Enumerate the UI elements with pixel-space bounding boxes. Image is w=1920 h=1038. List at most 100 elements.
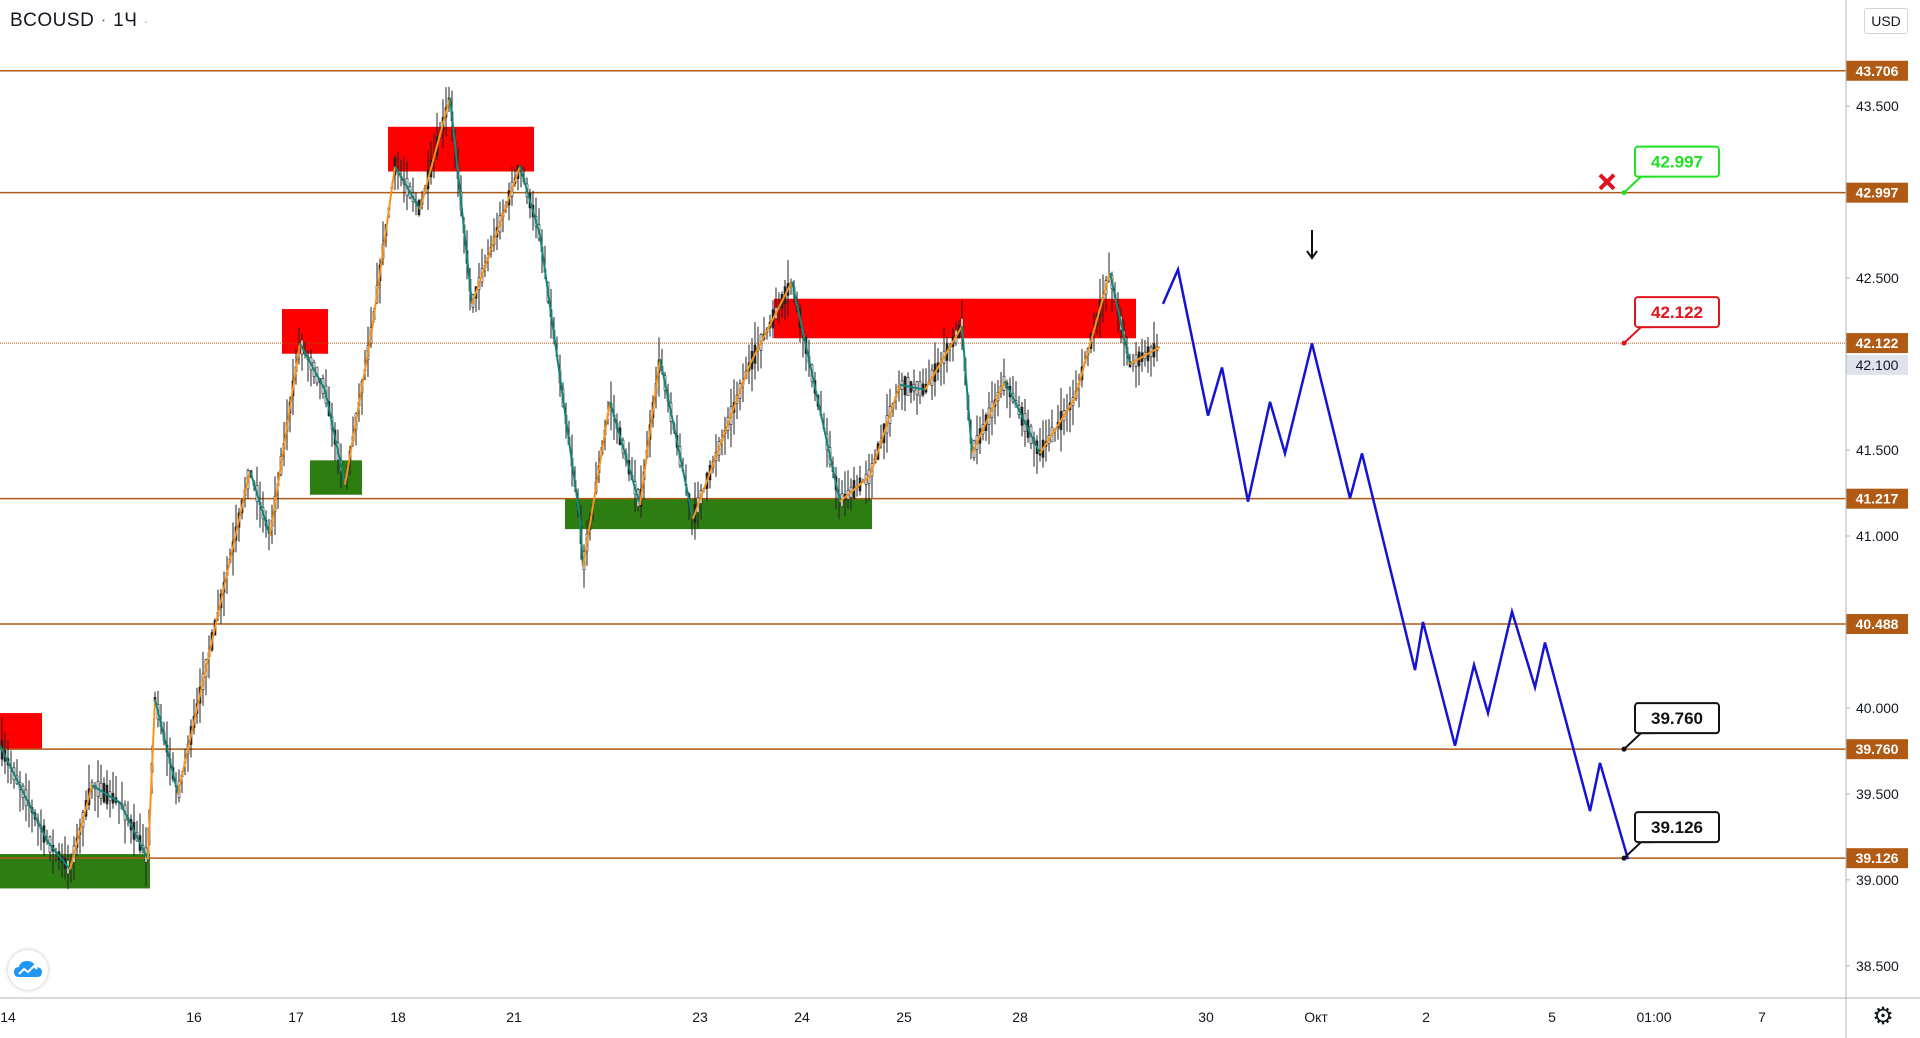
zigzag-up-segment — [639, 358, 661, 506]
supply-zone — [0, 713, 42, 750]
supply-zone — [388, 126, 534, 172]
y-tick-label: 41.500 — [1856, 442, 1899, 458]
level-axis-label: 42.997 — [1856, 185, 1899, 201]
x-tick-label: 01:00 — [1636, 1009, 1671, 1025]
zigzag-up-segment — [1039, 397, 1076, 455]
x-tick-label: 17 — [288, 1009, 304, 1025]
zigzag-down-segment — [119, 802, 149, 860]
zigzag-up-segment — [419, 97, 451, 210]
zigzag-down-segment — [324, 389, 346, 485]
zigzag-up-segment — [371, 166, 396, 330]
zigzag-up-segment — [69, 785, 93, 870]
callout-label: 42.997 — [1651, 153, 1703, 172]
symbol-name: BCOUSD — [10, 10, 95, 31]
x-tick-label: 5 — [1548, 1009, 1556, 1025]
level-axis-badge — [1846, 739, 1908, 760]
level-axis-badge — [1846, 488, 1908, 509]
x-tick-label: 18 — [390, 1009, 406, 1025]
level-axis-label: 40.488 — [1856, 616, 1899, 632]
level-axis-badge — [1846, 848, 1908, 869]
gear-icon[interactable]: ⚙ — [1872, 1003, 1894, 1030]
x-tick-label: Окт — [1304, 1009, 1328, 1025]
zigzag-up-segment — [471, 166, 521, 305]
level-axis-label: 43.706 — [1856, 63, 1899, 79]
zigzag-up-segment — [692, 363, 751, 520]
red-x-icon — [1598, 173, 1616, 191]
tradingview-cloud-icon[interactable] — [8, 950, 48, 990]
zigzag-down-segment — [47, 841, 71, 871]
zigzag-up-segment — [177, 470, 251, 795]
x-tick-label: 23 — [692, 1009, 708, 1025]
currency-button[interactable]: USD — [1864, 8, 1908, 34]
callout-label: 42.122 — [1651, 303, 1703, 322]
x-tick-label: 25 — [896, 1009, 912, 1025]
zigzag-down-segment — [579, 518, 584, 567]
y-tick-label: 40.000 — [1856, 700, 1899, 716]
x-tick-label: 14 — [0, 1009, 16, 1025]
zigzag-up-segment — [1129, 346, 1161, 365]
zigzag-up-segment — [749, 281, 793, 365]
zigzag-down-segment — [1109, 272, 1131, 365]
zigzag-up-segment — [269, 343, 301, 537]
zigzag-down-segment — [1004, 380, 1041, 454]
title-separator: · — [100, 10, 108, 31]
last-price-badge — [1846, 354, 1908, 375]
title-dot: · — [143, 13, 149, 29]
callout-label: 39.760 — [1651, 709, 1703, 728]
level-axis-label: 42.122 — [1856, 335, 1899, 351]
y-tick-label: 41.000 — [1856, 528, 1899, 544]
zigzag-down-segment — [449, 97, 473, 304]
level-axis-badge — [1846, 614, 1908, 635]
y-tick-label: 39.500 — [1856, 786, 1899, 802]
zigzag-down-segment — [154, 699, 179, 795]
level-axis-badge — [1846, 333, 1908, 354]
callout-pointer — [1623, 326, 1653, 344]
symbol-title[interactable]: BCOUSD · 1Ч · — [10, 10, 149, 32]
demand-zone — [565, 498, 872, 530]
y-tick-label: 38.500 — [1856, 958, 1899, 974]
zigzag-down-segment — [659, 358, 694, 520]
zigzag-down-segment — [791, 281, 841, 502]
zigzag-down-segment — [609, 401, 641, 506]
zigzag-up-segment — [971, 380, 1006, 454]
zigzag-down-segment — [961, 326, 973, 454]
zigzag-up-segment — [924, 325, 963, 391]
callout-pointer — [1623, 175, 1653, 194]
y-tick-label: 39.000 — [1856, 872, 1899, 888]
demand-zone — [310, 460, 362, 495]
callout-box — [1634, 145, 1720, 178]
callout-pointer — [1623, 732, 1653, 750]
callout-box — [1634, 296, 1720, 329]
zigzag-up-segment — [869, 384, 901, 477]
last-price-label: 42.100 — [1856, 357, 1899, 373]
zigzag-up-segment — [147, 699, 156, 860]
zigzag-down-segment — [249, 470, 271, 537]
level-axis-label: 39.760 — [1856, 741, 1899, 757]
x-tick-label: 30 — [1198, 1009, 1214, 1025]
x-tick-label: 24 — [794, 1009, 810, 1025]
level-axis-badge — [1846, 182, 1908, 203]
x-tick-label: 21 — [506, 1009, 522, 1025]
zigzag-down-segment — [899, 383, 926, 391]
callout-pointer — [1623, 841, 1653, 859]
level-axis-badge — [1846, 60, 1908, 81]
zigzag-up-segment — [839, 475, 871, 503]
zigzag-up-segment — [344, 329, 373, 485]
x-tick-label: 2 — [1422, 1009, 1430, 1025]
y-tick-label: 43.500 — [1856, 98, 1899, 114]
zigzag-down-segment — [0, 745, 49, 843]
x-tick-label: 16 — [186, 1009, 202, 1025]
x-tick-label: 7 — [1758, 1009, 1766, 1025]
forecast-path — [1161, 265, 1630, 860]
zigzag-up-segment — [582, 401, 611, 568]
callout-box — [1634, 702, 1720, 735]
zigzag-up-segment — [1074, 272, 1111, 399]
y-tick-label: 42.500 — [1856, 270, 1899, 286]
level-axis-label: 39.126 — [1856, 850, 1899, 866]
zigzag-down-segment — [394, 165, 421, 210]
level-axis-label: 41.217 — [1856, 491, 1899, 507]
x-tick-label: 28 — [1012, 1009, 1028, 1025]
down-arrow-icon — [1306, 250, 1318, 260]
